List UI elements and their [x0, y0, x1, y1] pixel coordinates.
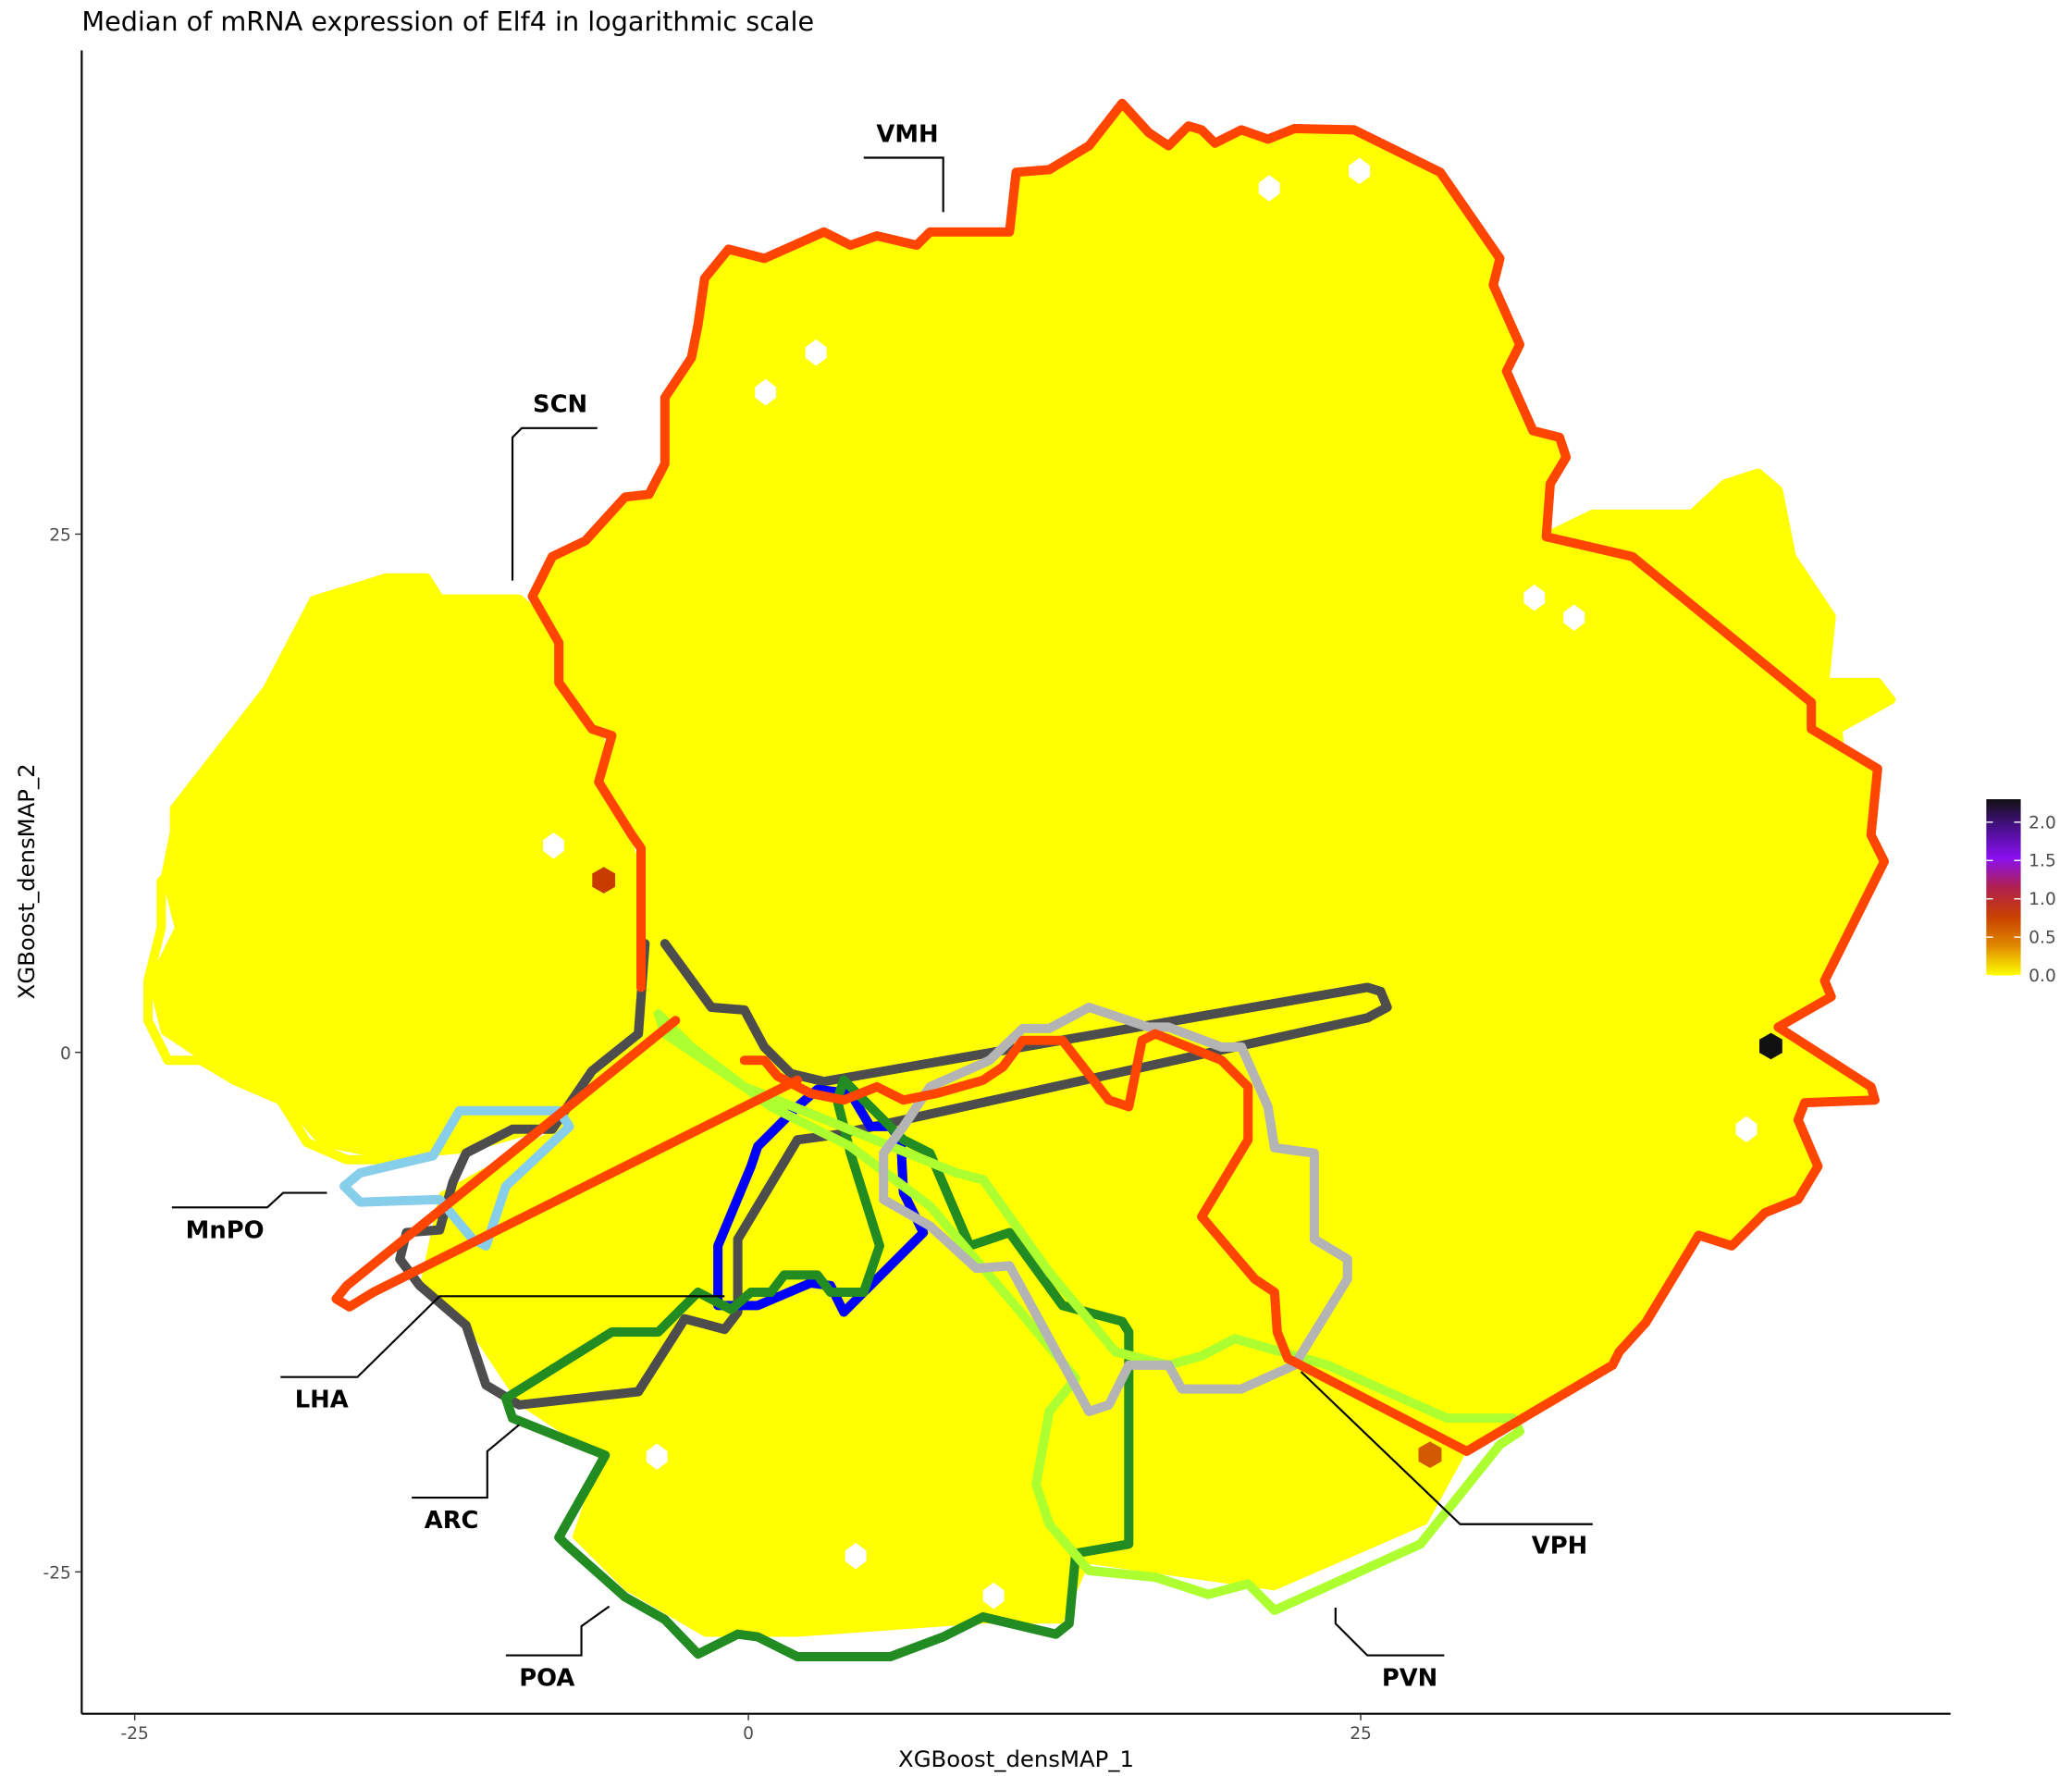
colorbar-tick-label: 0.5 [2029, 929, 2056, 948]
axes: -25 0 25 25 0 -25 XGBoost_densMAP_1 XGBo… [13, 50, 1951, 1772]
label-scn: SCN [533, 391, 587, 419]
label-lha: LHA [295, 1387, 349, 1414]
outline-vph [879, 1002, 1352, 1416]
outline-pvn [653, 1009, 1524, 1615]
empty-hexes [542, 157, 1758, 1610]
outline-vmh-loop [331, 1016, 803, 1312]
hex-cell [1759, 1032, 1782, 1060]
label-pvn: PVN [1382, 1665, 1437, 1693]
colorbar-tick-label: 1.0 [2029, 890, 2056, 909]
x-tick-label: 0 [743, 1724, 754, 1744]
outline-right-blob [1541, 468, 1896, 833]
x-tick-label: 25 [1350, 1724, 1372, 1744]
outline-poa [500, 1075, 1134, 1662]
highlighted-hexes [592, 867, 1782, 1469]
y-tick-label: -25 [43, 1564, 70, 1584]
outline-vmh [527, 98, 1890, 1456]
label-poa: POA [519, 1665, 574, 1693]
colorbar-gradient [1986, 799, 2021, 976]
y-tick-label: 0 [60, 1044, 71, 1064]
x-tick-label: -25 [120, 1724, 148, 1744]
outline-mnpo [339, 1105, 574, 1251]
y-tick-label: 25 [49, 526, 71, 546]
outline-scn-left [142, 596, 438, 1165]
region-labels: VMH SCN MnPO LHA ARC POA PVN VPH [171, 120, 1593, 1693]
plot-area [142, 98, 1896, 1662]
colorbar-tick-label: 1.5 [2029, 852, 2056, 871]
outline-lha [395, 939, 1392, 1410]
label-mnpo: MnPO [186, 1216, 265, 1244]
chart-title: Median of mRNA expression of Elf4 in log… [81, 6, 814, 37]
colorbar-tick-label: 0.0 [2029, 967, 2056, 986]
fill-left-blob [148, 577, 652, 1160]
colorbar-tick-label: 2.0 [2029, 813, 2056, 832]
label-vph: VPH [1532, 1532, 1587, 1560]
hex-cell [1418, 1441, 1442, 1469]
y-axis-label: XGBoost_densMAP_2 [13, 763, 40, 999]
x-axis-label: XGBoost_densMAP_1 [898, 1745, 1134, 1772]
colorbar: 0.0 0.5 1.0 1.5 2.0 [1986, 799, 2056, 986]
fill-vmh [419, 103, 1885, 1637]
fill-right-blob [1546, 473, 1892, 829]
label-arc: ARC [425, 1507, 479, 1535]
hex-cell [592, 867, 616, 894]
label-vmh: VMH [876, 120, 938, 148]
